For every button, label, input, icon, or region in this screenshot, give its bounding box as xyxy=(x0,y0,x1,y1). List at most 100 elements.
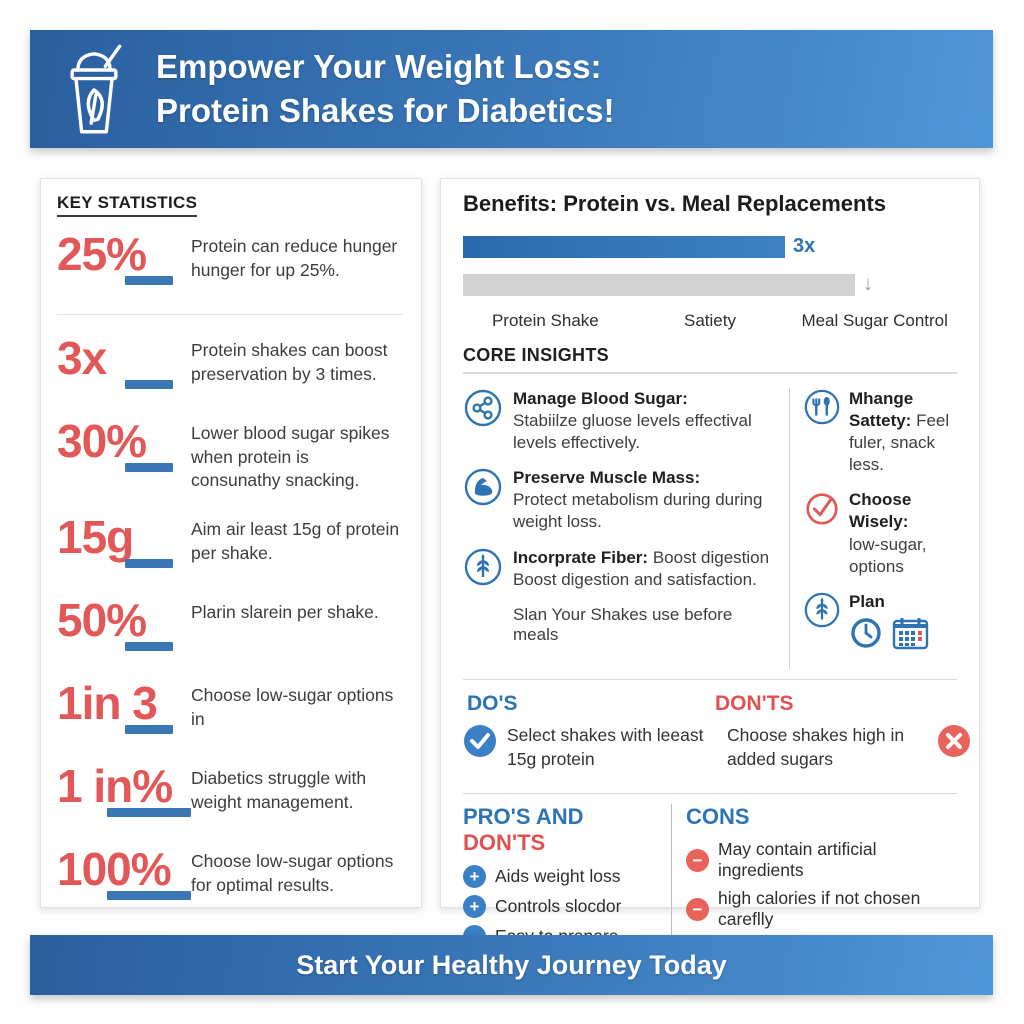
minus-circle-icon: − xyxy=(686,848,709,872)
plan-icons xyxy=(849,616,929,656)
divider xyxy=(463,678,957,680)
chart-bar-meal: ↓ xyxy=(463,273,957,296)
stat-number: 25% xyxy=(57,228,147,280)
stat-row-3x: 3x Protein shakes can boost preservation… xyxy=(57,335,403,397)
calendar-icon xyxy=(892,616,929,656)
benefits-panel: Benefits: Protein vs. Meal Replacements … xyxy=(440,178,980,956)
stat-text: Protein can reduce hunger hunger for up … xyxy=(191,236,398,280)
blue-bar-label: 3x xyxy=(793,235,816,257)
stat-text: Diabetics struggle with weight managemen… xyxy=(191,767,367,812)
insight-text: Stabiilze gluose levels effectival level… xyxy=(513,411,752,453)
dont-item-text: Choose shakes high in added sugars xyxy=(727,724,905,769)
core-insights-left-column: Manage Blood Sugar: Stabiilze gluose lev… xyxy=(463,388,789,669)
utensils-icon xyxy=(803,388,841,476)
gray-bar xyxy=(463,273,855,296)
axis-label-meal-sugar-control: Meal Sugar Control xyxy=(801,311,948,330)
stat-number: 30% xyxy=(57,415,147,467)
insight-body: Choose Wisely: low-sugar, options xyxy=(849,489,957,577)
cons-column: CONS − May contain artificial ingredient… xyxy=(671,804,957,956)
insight-body: Preserve Muscle Mass: Protect metabolism… xyxy=(513,467,779,533)
stat-text: Choose low-sugar options in xyxy=(191,684,394,729)
con-item: − May contain artificial ingredients xyxy=(686,839,957,881)
insight-manage-blood-sugar: Manage Blood Sugar: Stabiilze gluose lev… xyxy=(463,388,779,454)
core-insights-columns: Manage Blood Sugar: Stabiilze gluose lev… xyxy=(463,388,957,669)
blue-bar xyxy=(463,235,785,258)
stat-value: 50% xyxy=(57,593,191,651)
donts-heading: DON'TS xyxy=(715,691,794,715)
stat-text: Plarin slarein per shake. xyxy=(191,601,379,622)
molecule-icon xyxy=(463,388,503,454)
axis-label-protein-shake: Protein Shake xyxy=(491,311,599,330)
insight-body: Plan xyxy=(849,591,929,656)
pros-cons-section: PRO'S AND DON'TS + Aids weight loss + Co… xyxy=(463,804,957,956)
stat-row-25pct: 25% Protein can reduce hunger hunger for… xyxy=(57,231,403,293)
stat-number: 100% xyxy=(57,842,172,895)
insight-text: Protect metabolism during during weight … xyxy=(513,490,763,532)
stat-text: Lower blood sugar spikes when protein is… xyxy=(191,423,390,491)
cons-heading: CONS xyxy=(686,804,957,830)
stat-number: 3x xyxy=(57,332,107,384)
stat-value: 25% xyxy=(57,228,191,285)
key-statistics-panel: KEY STATISTICS 25% Protein can reduce hu… xyxy=(40,178,422,908)
divider xyxy=(57,314,403,315)
stat-row-30pct: 30% Lower blood sugar spikes when protei… xyxy=(57,418,403,493)
header-banner: Empower Your Weight Loss: Protein Shakes… xyxy=(30,30,993,148)
stat-value: 3x xyxy=(57,332,191,389)
dos-heading: DO'S xyxy=(467,691,518,715)
insight-text: Boost digestion Boost digestion and sati… xyxy=(513,547,770,589)
insight-title: Plan xyxy=(849,591,885,611)
dos-donts-headings: DO'S DON'TS xyxy=(463,692,957,716)
page-title-line2: Protein Shakes for Diabetics! xyxy=(156,92,615,129)
key-statistics-heading: KEY STATISTICS xyxy=(57,193,198,217)
x-circle-icon xyxy=(937,724,971,763)
down-arrow-icon: ↓ xyxy=(863,273,873,295)
minus-circle-icon: − xyxy=(686,897,709,921)
insight-choose-wisely: Choose Wisely: low-sugar, options xyxy=(803,489,957,577)
stat-number: 1 in% xyxy=(57,759,173,812)
stat-underline-bar xyxy=(107,890,191,900)
pro-item: + Controls slocdor xyxy=(463,895,659,919)
chart-bar-protein: 3x xyxy=(463,235,957,258)
stat-row-15g: 15g Aim air least 15g of protein per sha… xyxy=(57,514,403,576)
plus-circle-icon: + xyxy=(463,865,486,889)
insight-body: Incorprate Fiber: Boost digestion Boost … xyxy=(513,547,779,592)
wheat-icon xyxy=(463,547,503,592)
do-item-text: Select shakes with leeast 15g protein xyxy=(507,724,704,769)
stat-row-50pct: 50% Plarin slarein per shake. xyxy=(57,597,403,659)
insight-body: Mhange Sattety: Feel fuler, snack less. xyxy=(849,388,957,476)
stat-number: 50% xyxy=(57,593,147,646)
check-circle-filled-icon xyxy=(463,724,497,763)
stat-underline-bar xyxy=(125,463,173,472)
protein-shake-cup-icon xyxy=(56,41,132,137)
con-item-text: May contain artificial ingredients xyxy=(718,839,877,881)
check-circle-icon xyxy=(803,489,841,577)
chart-axis-labels: Protein Shake Satiety Meal Sugar Control xyxy=(463,311,957,331)
stat-row-1inpct: 1 in% Diabetics struggle with weight man… xyxy=(57,763,403,825)
core-insights-heading: CORE INSIGHTS xyxy=(463,345,957,374)
axis-label-satiety: Satiety xyxy=(684,311,736,330)
insight-manage-satiety: Mhange Sattety: Feel fuler, snack less. xyxy=(803,388,957,476)
pros-heading-red: DON'TS xyxy=(463,830,546,856)
core-insights-right-column: Mhange Sattety: Feel fuler, snack less. … xyxy=(789,388,957,669)
footer-banner: Start Your Healthy Journey Today xyxy=(30,935,993,995)
stat-value: 1in 3 xyxy=(57,680,191,734)
stat-value: 15g xyxy=(57,514,191,568)
plus-circle-icon: + xyxy=(463,895,486,919)
stat-underline-bar xyxy=(125,380,173,389)
insight-preserve-muscle: Preserve Muscle Mass: Protect metabolism… xyxy=(463,467,779,533)
insight-title: Mhange Sattety: xyxy=(849,389,914,431)
pro-item-text: Aids weight loss xyxy=(495,866,621,887)
stat-underline-bar xyxy=(125,276,173,285)
insight-title: Manage Blood Sugar: xyxy=(513,389,688,408)
divider xyxy=(463,793,957,795)
insight-body: Manage Blood Sugar: Stabiilze gluose lev… xyxy=(513,388,779,454)
pro-item: + Aids weight loss xyxy=(463,865,659,889)
insight-title: Choose Wisely: xyxy=(849,490,912,532)
stat-underline-bar xyxy=(125,724,173,734)
stat-underline-bar xyxy=(125,641,173,651)
insight-note: Slan Your Shakes use before meals xyxy=(513,604,733,644)
insight-text: low-sugar, options xyxy=(849,534,927,576)
clock-icon xyxy=(849,616,883,656)
con-item-text: high calories if not chosen careflly xyxy=(718,888,921,930)
